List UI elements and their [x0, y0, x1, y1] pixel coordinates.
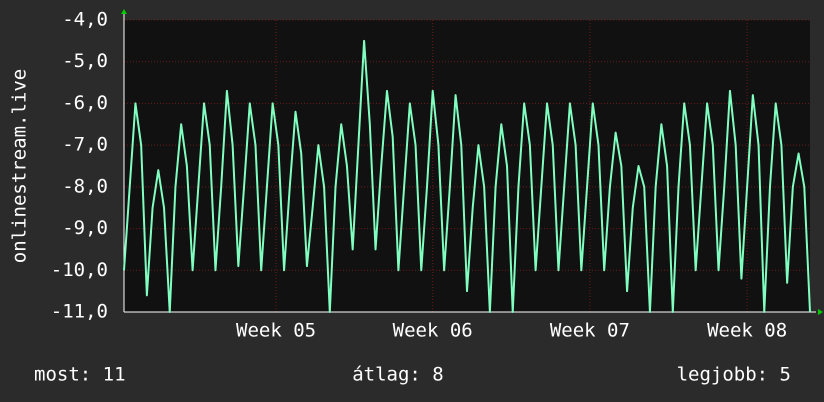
y-tick-label: -11,0: [51, 301, 108, 323]
x-tick-label: Week 06: [393, 320, 473, 342]
y-tick-label: -6,0: [62, 92, 108, 114]
axis-arrow: [121, 9, 127, 14]
y-axis-label: onlinestream.live: [9, 69, 31, 263]
y-tick-label: -9,0: [62, 217, 108, 239]
footer-stat: átlag: 8: [352, 364, 444, 386]
y-tick-label: -4,0: [62, 9, 108, 31]
footer-stat: legjobb: 5: [677, 364, 791, 386]
x-tick-label: Week 07: [550, 320, 630, 342]
x-tick-label: Week 08: [707, 320, 787, 342]
y-tick-label: -7,0: [62, 134, 108, 156]
y-tick-label: -10,0: [51, 259, 108, 281]
x-tick-label: Week 05: [236, 320, 316, 342]
footer-stat: most: 11: [34, 364, 126, 386]
y-tick-label: -5,0: [62, 50, 108, 72]
data-line: [123, 39, 811, 313]
y-tick-label: -8,0: [62, 175, 108, 197]
axis-arrow: [818, 309, 823, 315]
